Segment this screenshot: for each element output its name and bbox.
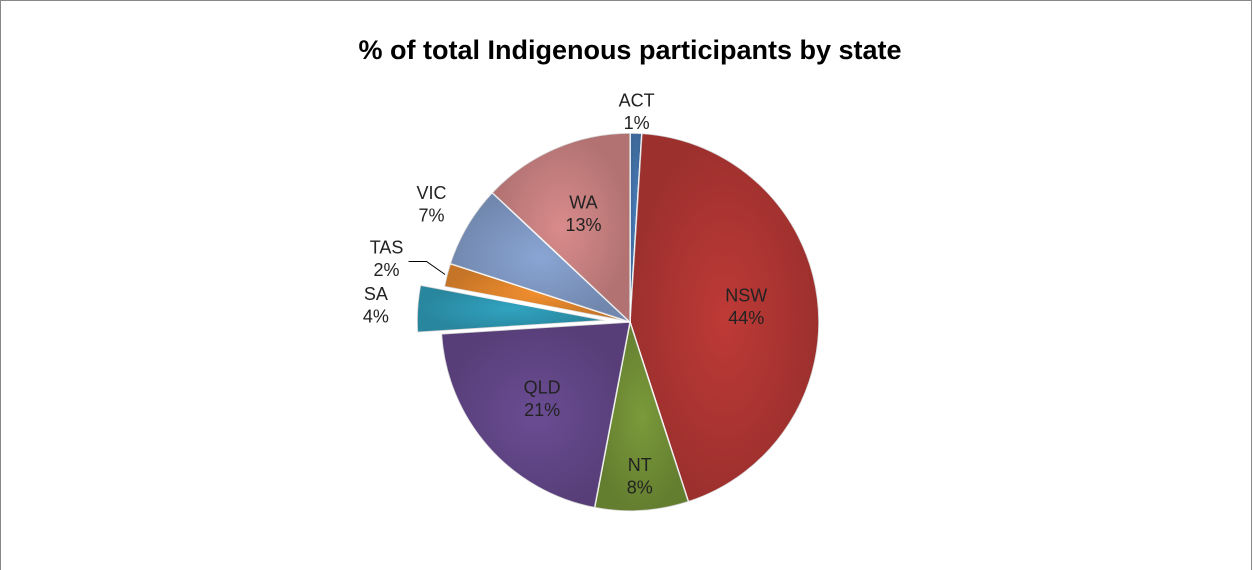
slice-value: 1%: [624, 113, 650, 133]
chart-title: % of total Indigenous participants by st…: [358, 35, 901, 65]
slice-value: 7%: [419, 205, 445, 225]
data-label: TAS 2%: [370, 237, 404, 280]
slice-value: 13%: [565, 215, 601, 235]
slice-value: 8%: [627, 477, 653, 497]
slice-category: ACT: [619, 90, 655, 110]
data-label: QLD 21%: [524, 377, 561, 420]
slice-category: NT: [628, 455, 652, 475]
slice-category: QLD: [524, 377, 561, 397]
slice-category: SA: [364, 284, 388, 304]
data-label: NT 8%: [627, 455, 653, 498]
slice-category: NSW: [725, 285, 767, 305]
leader-line: [408, 260, 446, 275]
data-label: NSW 44%: [725, 285, 767, 328]
data-label: ACT 1%: [619, 90, 655, 133]
slice-value: 21%: [524, 400, 560, 420]
slice-value: 44%: [728, 308, 764, 328]
slice-category: TAS: [370, 237, 404, 257]
slice-category: VIC: [417, 183, 447, 203]
slice-category: WA: [569, 192, 597, 212]
data-label: SA 4%: [363, 284, 389, 327]
slice-value: 4%: [363, 306, 389, 326]
data-label: WA 13%: [565, 192, 601, 235]
slice-value: 2%: [374, 260, 400, 280]
data-label: VIC 7%: [417, 183, 447, 226]
